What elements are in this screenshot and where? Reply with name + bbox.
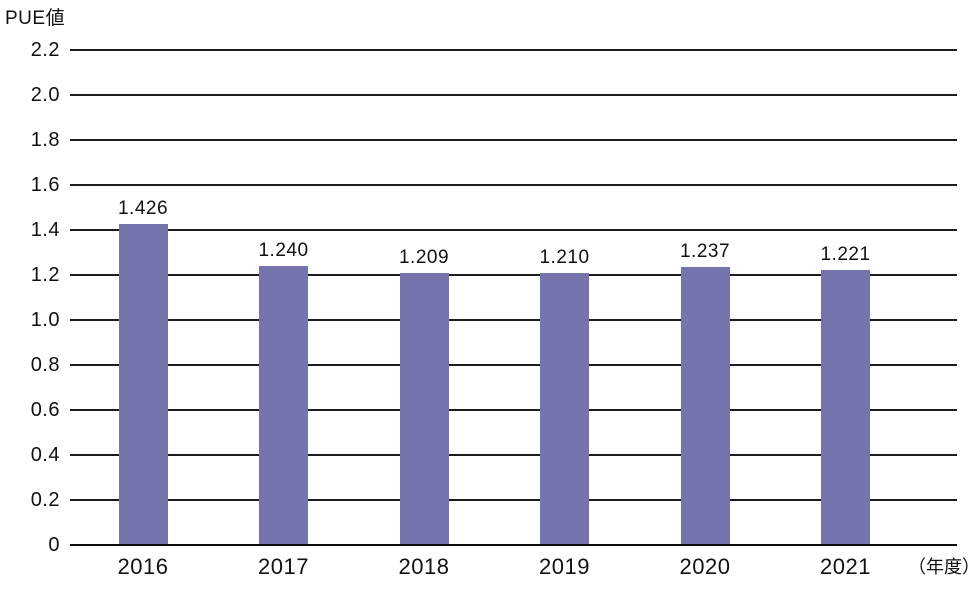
gridline <box>70 319 957 321</box>
x-tick-label: 2018 <box>398 554 450 579</box>
bar <box>540 272 589 545</box>
bar-value-label: 1.210 <box>539 246 590 268</box>
y-tick-label: 0 <box>48 534 60 556</box>
bar <box>399 272 449 545</box>
x-axis-line <box>70 543 957 547</box>
gridline <box>70 409 957 411</box>
y-tick-label: 1.4 <box>30 219 60 241</box>
x-tick-label: 2017 <box>258 554 309 579</box>
x-axis-unit-label: （年度） <box>908 557 980 577</box>
y-tick-label: 1.0 <box>30 309 60 331</box>
gridline <box>70 139 957 141</box>
bar <box>118 224 168 545</box>
gridline <box>70 184 957 186</box>
y-tick-label: 0.2 <box>30 489 60 511</box>
y-tick-label: 1.8 <box>30 129 60 151</box>
x-tick-label: 2016 <box>117 554 169 579</box>
x-tick-label: 2019 <box>539 554 590 579</box>
bar-value-label: 1.426 <box>117 198 169 220</box>
bar-value-label: 1.240 <box>258 240 309 261</box>
y-tick-label: 1.2 <box>30 264 60 286</box>
y-tick-label: 1.6 <box>30 174 60 196</box>
gridline <box>70 94 957 96</box>
y-tick-label: 0.8 <box>30 354 60 376</box>
y-tick-label: 0.6 <box>30 399 60 421</box>
y-tick-label: 2.0 <box>30 84 60 106</box>
x-tick-label: 2021 <box>820 554 871 579</box>
gridline <box>70 499 957 501</box>
y-axis-unit-label: PUE値 <box>5 8 66 29</box>
gridline <box>70 454 957 456</box>
bar-value-label: 1.237 <box>679 240 731 262</box>
bar <box>259 266 308 545</box>
y-tick-label: 2.2 <box>30 39 60 61</box>
gridline <box>70 49 957 51</box>
gridline <box>70 274 957 276</box>
bar <box>680 266 730 545</box>
bar <box>821 270 870 545</box>
gridline <box>70 229 957 231</box>
x-tick-label: 2020 <box>679 554 731 579</box>
gridline <box>70 364 957 366</box>
y-tick-label: 0.4 <box>30 444 60 466</box>
bar-value-label: 1.209 <box>398 246 450 268</box>
bar-value-label: 1.221 <box>820 244 871 266</box>
